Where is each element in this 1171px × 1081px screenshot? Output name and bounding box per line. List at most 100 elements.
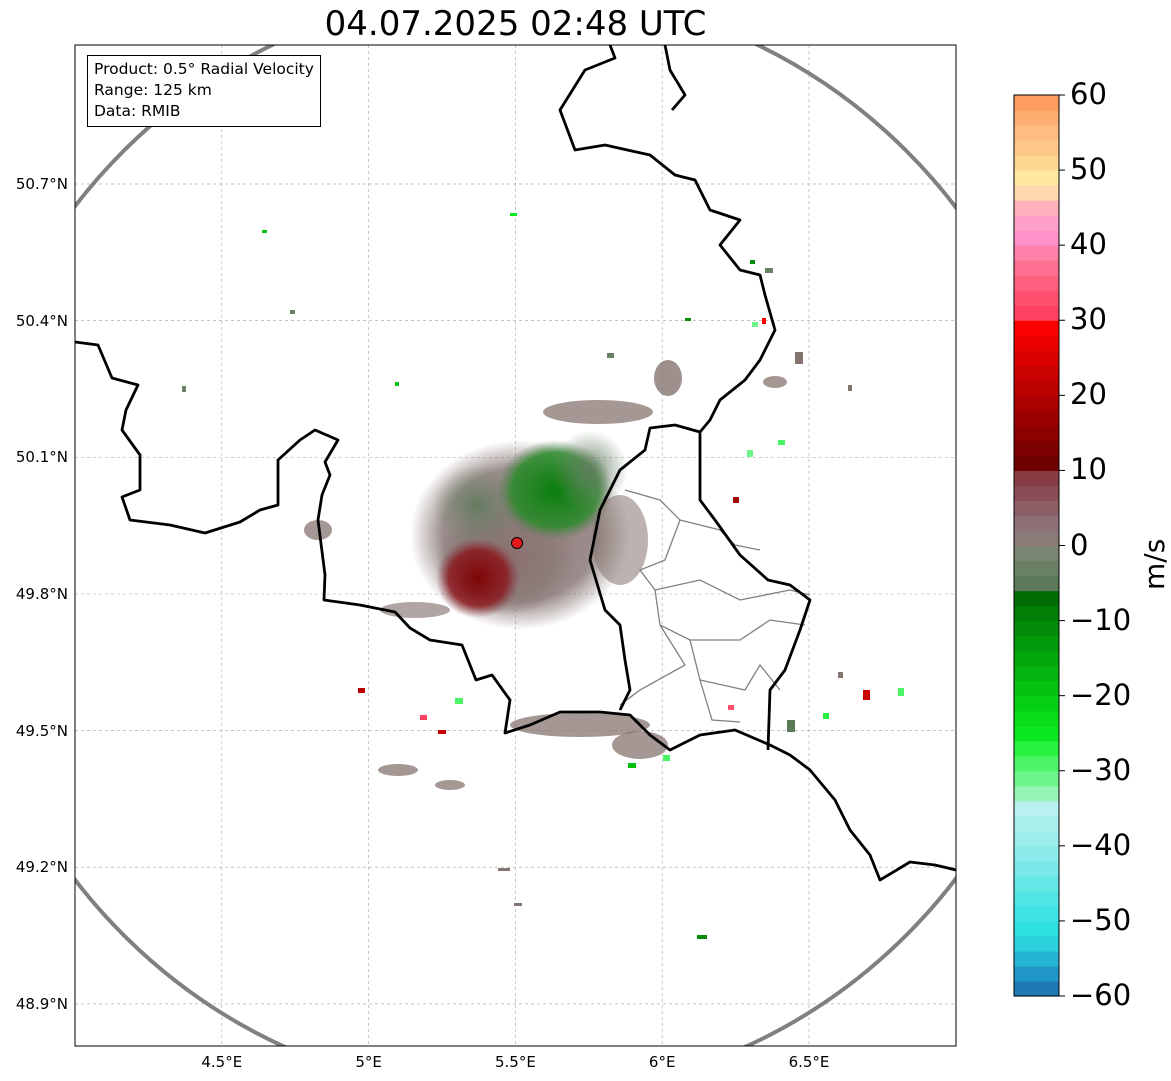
echo-speck <box>728 705 734 710</box>
echo-east-lobe <box>592 495 648 585</box>
colorbar-segment <box>1014 455 1059 472</box>
echo-band-north <box>543 400 653 424</box>
admin-boundary <box>619 624 686 706</box>
colorbar-segment <box>1014 365 1059 381</box>
colorbar-segment <box>1014 815 1059 832</box>
echo-cell-ne <box>654 360 682 396</box>
echo-speck <box>607 353 614 358</box>
colorbar-segment <box>1014 560 1059 577</box>
colorbar <box>1014 94 1065 997</box>
echo-speck <box>510 213 517 216</box>
echo-outbound-south <box>436 538 520 618</box>
echo-cell-sw <box>378 764 418 776</box>
colorbar-segment <box>1014 485 1059 502</box>
product-info-box: Product: 0.5° Radial Velocity Range: 125… <box>87 55 321 127</box>
echo-speck <box>787 720 795 732</box>
colorbar-segment <box>1014 935 1059 952</box>
colorbar-segment <box>1014 740 1059 757</box>
colorbar-segment <box>1014 410 1059 426</box>
echo-speck <box>420 715 427 720</box>
border-netherlands <box>663 45 687 111</box>
colorbar-segment <box>1014 125 1059 141</box>
colorbar-segment <box>1014 200 1059 216</box>
colorbar-segment <box>1014 230 1059 246</box>
echo-speck <box>750 260 755 264</box>
colorbar-segment <box>1014 545 1059 562</box>
echo-cell-sw2 <box>435 780 465 790</box>
colorbar-segment <box>1014 170 1059 186</box>
colorbar-segment <box>1014 905 1059 922</box>
colorbar-tick-label: 30 <box>1070 302 1107 337</box>
colorbar-segment <box>1014 425 1059 441</box>
colorbar-segment <box>1014 950 1059 967</box>
colorbar-tick-label: −20 <box>1070 677 1132 712</box>
echo-cell-south <box>612 731 668 759</box>
colorbar-segment <box>1014 695 1059 712</box>
colorbar-tick-label: 20 <box>1070 377 1107 412</box>
admin-boundary <box>654 589 806 641</box>
colorbar-tick-label: −50 <box>1070 902 1132 937</box>
echo-speck <box>795 352 803 364</box>
colorbar-units-label: m/s <box>1138 538 1171 590</box>
admin-boundary <box>689 639 781 691</box>
colorbar-tick-label: 40 <box>1070 227 1107 262</box>
colorbar-segment <box>1014 755 1059 772</box>
lat-tick-label: 50.4°N <box>15 311 68 330</box>
echo-speck <box>898 688 904 696</box>
echo-speck <box>752 322 758 327</box>
echo-speck <box>863 690 870 700</box>
lon-tick-label: 6°E <box>648 1053 676 1071</box>
echo-speck <box>778 440 785 445</box>
echo-cell-east <box>763 376 787 388</box>
echo-speck <box>628 763 636 768</box>
colorbar-segment <box>1014 665 1059 682</box>
colorbar-tick-label: 60 <box>1070 77 1107 111</box>
colorbar-segment <box>1014 350 1059 366</box>
colorbar-segment <box>1014 185 1059 201</box>
colorbar-segment <box>1014 260 1059 276</box>
colorbar-segment <box>1014 215 1059 231</box>
admin-boundary <box>699 679 741 723</box>
colorbar-segment <box>1014 395 1059 411</box>
colorbar-segment <box>1014 920 1059 937</box>
colorbar-segment <box>1014 605 1059 622</box>
colorbar-tick-label: 0 <box>1070 527 1089 562</box>
data-source-label: Data: RMIB <box>94 102 181 120</box>
lat-tick-label: 48.9°N <box>15 994 68 1013</box>
lat-tick-label: 49.8°N <box>15 584 68 603</box>
colorbar-segment <box>1014 155 1059 171</box>
colorbar-segment <box>1014 830 1059 847</box>
colorbar-tick-label: −40 <box>1070 827 1132 862</box>
lon-tick-label: 4.5°E <box>201 1053 243 1071</box>
lat-tick-label: 49.2°N <box>15 858 68 877</box>
graticule <box>75 45 956 1046</box>
echo-speck <box>765 268 773 273</box>
colorbar-segment <box>1014 770 1059 787</box>
colorbar-segment <box>1014 785 1059 802</box>
radar-site-marker <box>511 537 523 549</box>
colorbar-tick-label: 50 <box>1070 152 1107 187</box>
colorbar-segment <box>1014 440 1059 456</box>
echo-speck <box>395 382 399 386</box>
colorbar-segment <box>1014 275 1059 291</box>
colorbar-segment <box>1014 590 1059 607</box>
border-luxembourg-germany <box>698 432 812 751</box>
colorbar-segment <box>1014 635 1059 652</box>
echo-speck <box>438 730 446 734</box>
lat-tick-label: 50.7°N <box>15 175 68 193</box>
colorbar-segment <box>1014 530 1059 547</box>
border-belgium-france <box>75 340 956 882</box>
colorbar-tick-label: −30 <box>1070 752 1132 787</box>
colorbar-segment <box>1014 800 1059 817</box>
colorbar-segment <box>1014 305 1059 321</box>
colorbar-segment <box>1014 515 1059 532</box>
lon-tick-label: 5°E <box>355 1053 382 1071</box>
echo-speck <box>455 698 463 704</box>
lon-tick-label: 6.5°E <box>788 1053 830 1071</box>
colorbar-segment <box>1014 245 1059 261</box>
national-borders <box>75 45 956 882</box>
admin-boundary <box>624 489 681 591</box>
colorbar-segment <box>1014 470 1059 487</box>
echo-speck <box>290 310 295 314</box>
colorbar-segment <box>1014 680 1059 697</box>
